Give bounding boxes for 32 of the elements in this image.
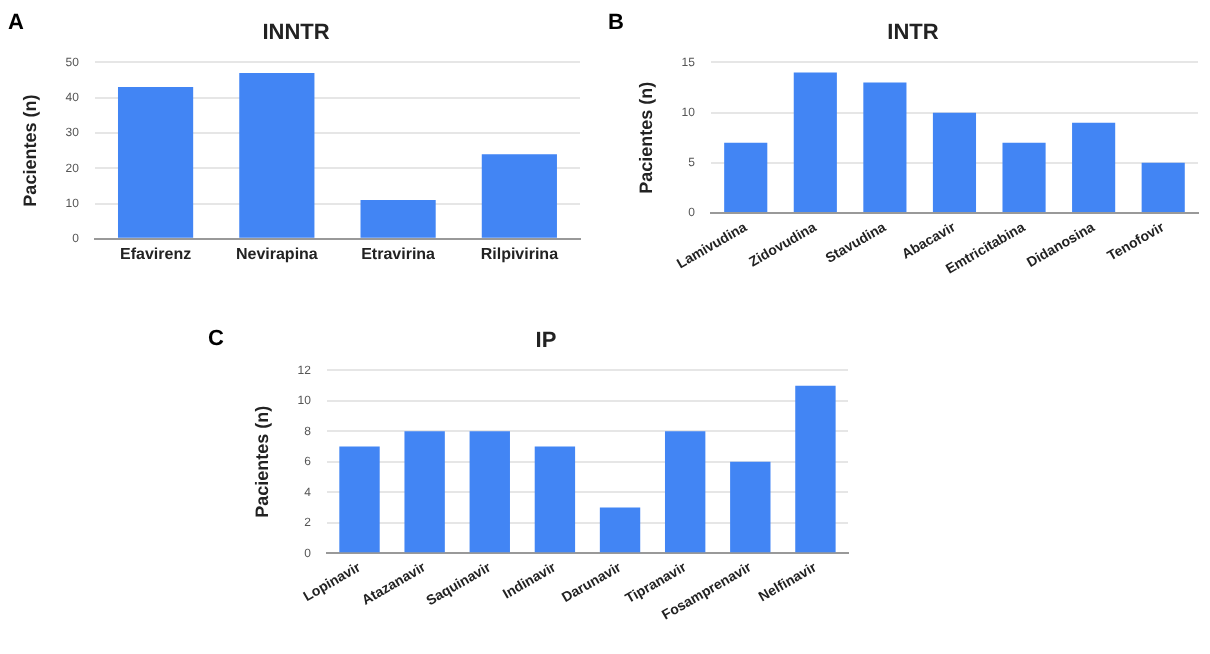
bar <box>117 87 194 238</box>
x-tick-label: Etravirina <box>361 244 437 263</box>
bar <box>1141 162 1185 213</box>
bar <box>724 142 768 213</box>
bar <box>1072 122 1116 213</box>
text: C <box>208 327 224 352</box>
y-axis-title: Pacientes (n) <box>635 81 656 194</box>
x-tick-label: Rilpivirina <box>480 244 560 263</box>
bar <box>239 72 315 238</box>
bar <box>360 199 436 238</box>
bar <box>730 461 771 553</box>
chart-title: IP <box>535 329 557 354</box>
y-axis-title: Pacientes (n) <box>251 405 272 518</box>
bar <box>469 431 510 553</box>
chart-title: INTR <box>887 21 939 46</box>
x-tick-label: Nevirapina <box>235 244 319 263</box>
bar <box>863 82 907 213</box>
bar <box>1002 142 1046 213</box>
y-axis-title: Pacientes (n) <box>19 94 40 207</box>
x-tick-label: Efavirenz <box>120 244 192 263</box>
bar <box>932 112 977 213</box>
bar <box>664 431 706 553</box>
bar <box>599 507 641 553</box>
bar <box>339 446 380 553</box>
bar <box>795 385 836 553</box>
text: A <box>8 11 24 36</box>
chart-title: INNTR <box>262 21 330 46</box>
bar <box>404 431 445 553</box>
bar <box>793 72 837 213</box>
bar <box>534 446 576 553</box>
bar <box>481 154 557 238</box>
text: B <box>608 11 624 36</box>
